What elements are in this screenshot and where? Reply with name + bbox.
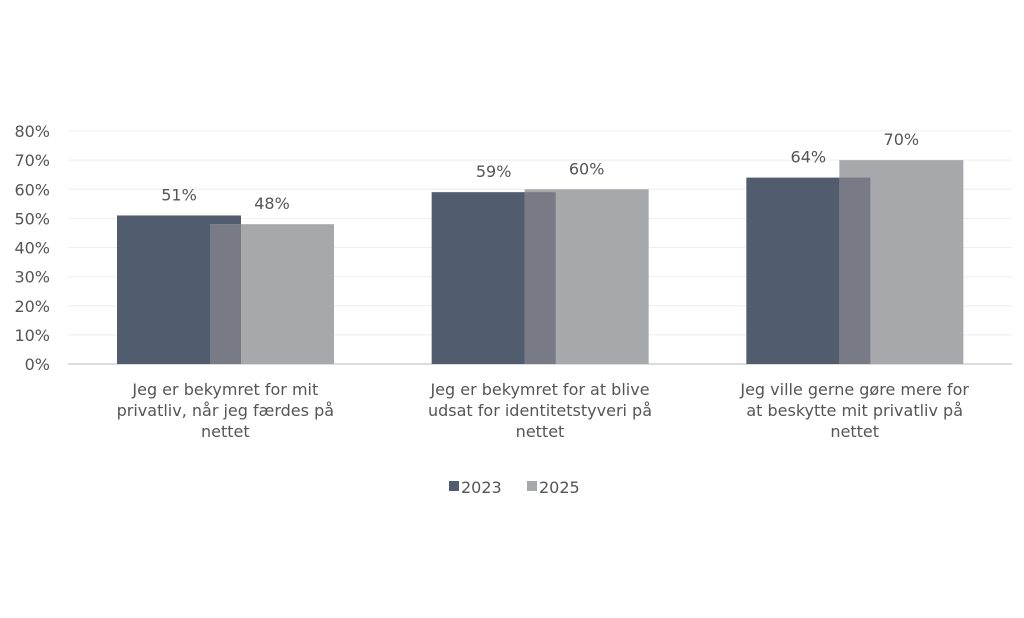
legend-swatch-2023: [449, 481, 459, 491]
category-label: nettet: [201, 422, 250, 441]
category-label: Jeg er bekymret for at blive: [429, 380, 649, 399]
y-tick-label: 50%: [14, 209, 50, 228]
y-tick-label: 60%: [14, 180, 50, 199]
y-tick-label: 80%: [14, 122, 50, 141]
category-label: Jeg er bekymret for mit: [131, 380, 318, 399]
y-tick-label: 10%: [14, 326, 50, 345]
data-label-2023: 51%: [161, 185, 197, 204]
category-label: privatliv, når jeg færdes på: [117, 401, 334, 420]
data-label-2023: 64%: [791, 148, 827, 167]
y-tick-label: 20%: [14, 297, 50, 316]
data-label-2023: 59%: [476, 162, 512, 181]
y-tick-label: 30%: [14, 268, 50, 287]
category-label: nettet: [516, 422, 565, 441]
legend-label-2025: 2025: [539, 478, 580, 497]
bar-overlap: [210, 224, 241, 364]
category-label: nettet: [830, 422, 879, 441]
bar-overlap: [839, 177, 871, 364]
data-label-2025: 60%: [569, 159, 605, 178]
data-label-2025: 48%: [254, 194, 290, 213]
y-tick-label: 70%: [14, 151, 50, 170]
y-tick-label: 0%: [25, 355, 50, 374]
bar-overlap: [524, 192, 556, 364]
category-label: at beskytte mit privatliv på: [746, 401, 963, 420]
y-tick-label: 40%: [14, 239, 50, 258]
legend-label-2023: 2023: [461, 478, 502, 497]
category-label: Jeg ville gerne gøre mere for: [739, 380, 969, 399]
legend-swatch-2025: [527, 481, 537, 491]
category-label: udsat for identitetstyveri på: [428, 401, 652, 420]
data-label-2025: 70%: [884, 130, 920, 149]
